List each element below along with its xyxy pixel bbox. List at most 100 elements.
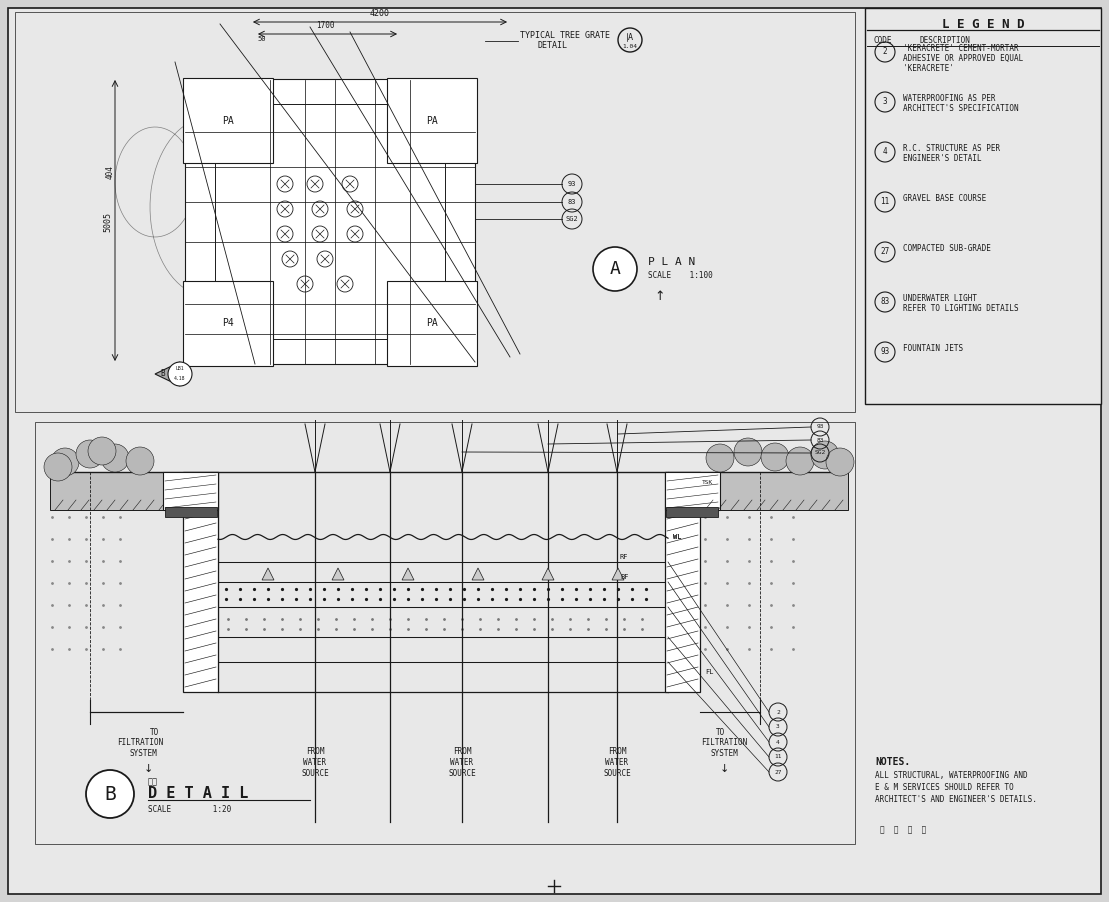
Circle shape: [706, 444, 734, 472]
Circle shape: [101, 444, 129, 472]
Text: 4.18: 4.18: [174, 375, 185, 381]
Text: 剖面: 剖面: [147, 778, 157, 787]
Text: UNDERWATER LIGHT: UNDERWATER LIGHT: [903, 294, 977, 303]
Circle shape: [88, 437, 116, 465]
Text: A: A: [610, 260, 620, 278]
Circle shape: [811, 441, 840, 469]
Polygon shape: [155, 362, 180, 386]
Text: SG2: SG2: [566, 216, 579, 222]
Text: 4: 4: [883, 148, 887, 157]
Text: SYSTEM: SYSTEM: [129, 749, 156, 758]
Text: NOTES.: NOTES.: [875, 757, 910, 767]
Text: R.C. STRUCTURE AS PER: R.C. STRUCTURE AS PER: [903, 144, 1000, 153]
Polygon shape: [472, 568, 484, 580]
Text: PA: PA: [222, 115, 234, 125]
Bar: [665, 472, 700, 692]
Text: 404: 404: [105, 165, 114, 179]
Text: SOURCE: SOURCE: [603, 769, 631, 778]
Text: 'KERACRETE' CEMENT-MORTAR: 'KERACRETE' CEMENT-MORTAR: [903, 44, 1019, 53]
Text: L E G E N D: L E G E N D: [942, 18, 1025, 31]
Polygon shape: [612, 568, 624, 580]
Bar: [185, 79, 475, 364]
Text: 1700: 1700: [316, 21, 334, 30]
Text: SOURCE: SOURCE: [448, 769, 476, 778]
Text: 50: 50: [257, 36, 266, 42]
Circle shape: [167, 362, 192, 386]
Text: RF: RF: [620, 554, 629, 560]
Bar: [16, 12, 855, 412]
Bar: [387, 281, 477, 366]
Text: SG2: SG2: [814, 450, 825, 456]
Text: TO: TO: [715, 728, 724, 737]
Text: DESCRIPTION: DESCRIPTION: [920, 36, 970, 45]
Text: D E T A I L: D E T A I L: [147, 787, 248, 802]
Text: 2: 2: [883, 48, 887, 57]
Text: FILTRATION: FILTRATION: [116, 738, 163, 747]
Polygon shape: [262, 568, 274, 580]
Bar: [35, 422, 855, 844]
Text: ADHESIVE OR APPROVED EQUAL: ADHESIVE OR APPROVED EQUAL: [903, 54, 1024, 63]
Text: 93: 93: [568, 181, 577, 187]
Text: ARCHITECT'S AND ENGINEER'S DETAILS.: ARCHITECT'S AND ENGINEER'S DETAILS.: [875, 795, 1037, 804]
Circle shape: [77, 440, 104, 468]
Text: WL: WL: [673, 534, 682, 540]
Text: PA: PA: [426, 115, 438, 125]
Text: GRAVEL BASE COURSE: GRAVEL BASE COURSE: [903, 194, 986, 203]
Text: BF: BF: [620, 574, 629, 580]
Text: FILTRATION: FILTRATION: [701, 738, 747, 747]
Circle shape: [51, 448, 79, 476]
Circle shape: [826, 448, 854, 476]
Bar: [183, 78, 273, 163]
Text: PA: PA: [426, 318, 438, 328]
Circle shape: [786, 447, 814, 475]
Bar: [183, 281, 273, 366]
Text: 27: 27: [774, 769, 782, 775]
Text: FROM: FROM: [452, 747, 471, 756]
Text: SOURCE: SOURCE: [302, 769, 329, 778]
Bar: [865, 8, 1101, 404]
Polygon shape: [542, 568, 554, 580]
Text: COMPACTED SUB-GRADE: COMPACTED SUB-GRADE: [903, 244, 990, 253]
Text: B: B: [104, 785, 115, 804]
Text: 'KERACRETE': 'KERACRETE': [903, 64, 954, 73]
Text: FL: FL: [705, 669, 713, 675]
Text: FROM: FROM: [306, 747, 324, 756]
Text: ↑: ↑: [654, 290, 665, 303]
Text: 核  查  核  审: 核 查 核 审: [881, 825, 926, 834]
Text: WATER: WATER: [450, 758, 474, 767]
Circle shape: [593, 247, 637, 291]
Circle shape: [761, 443, 788, 471]
Text: DETAIL: DETAIL: [537, 41, 567, 51]
Bar: [665, 472, 720, 510]
Bar: [215, 104, 445, 339]
Text: A: A: [628, 32, 632, 41]
Text: TYPICAL TREE GRATE: TYPICAL TREE GRATE: [520, 32, 610, 41]
Text: ENGINEER'S DETAIL: ENGINEER'S DETAIL: [903, 154, 981, 163]
Circle shape: [44, 453, 72, 481]
Text: SCALE         1:20: SCALE 1:20: [147, 805, 232, 815]
Text: SYSTEM: SYSTEM: [710, 749, 737, 758]
Polygon shape: [401, 568, 414, 580]
Bar: [700, 472, 848, 510]
Text: 2: 2: [776, 710, 780, 714]
Text: 3: 3: [776, 724, 780, 730]
Text: CODE: CODE: [873, 36, 892, 45]
Text: 93: 93: [816, 425, 824, 429]
Text: 4: 4: [776, 740, 780, 744]
Circle shape: [87, 770, 134, 818]
Text: 4200: 4200: [370, 9, 390, 18]
Text: B: B: [161, 370, 165, 379]
Text: WATER: WATER: [304, 758, 326, 767]
Text: ↓: ↓: [720, 764, 729, 774]
Text: WATERPROOFING AS PER: WATERPROOFING AS PER: [903, 94, 996, 103]
Text: 83: 83: [881, 298, 889, 307]
Text: ↓: ↓: [143, 764, 153, 774]
Text: ALL STRUCTURAL, WATERPROOFING AND: ALL STRUCTURAL, WATERPROOFING AND: [875, 771, 1028, 780]
Text: P L A N: P L A N: [648, 257, 695, 267]
Text: 11: 11: [774, 754, 782, 759]
Text: 27: 27: [881, 247, 889, 256]
Text: 83: 83: [568, 199, 577, 205]
Text: SCALE    1:100: SCALE 1:100: [648, 271, 713, 280]
Text: LB1: LB1: [175, 366, 184, 372]
Text: 1.04: 1.04: [622, 44, 638, 50]
